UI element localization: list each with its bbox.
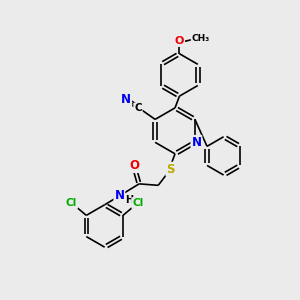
Text: CH₃: CH₃: [191, 34, 210, 43]
Text: N: N: [191, 136, 201, 149]
Text: Cl: Cl: [66, 198, 77, 208]
Text: Cl: Cl: [132, 198, 143, 208]
Text: N: N: [114, 189, 124, 203]
Text: N: N: [121, 93, 131, 106]
Text: H: H: [125, 195, 133, 205]
Text: C: C: [134, 103, 142, 113]
Text: O: O: [175, 36, 184, 46]
Text: O: O: [130, 159, 140, 172]
Text: S: S: [167, 163, 175, 176]
